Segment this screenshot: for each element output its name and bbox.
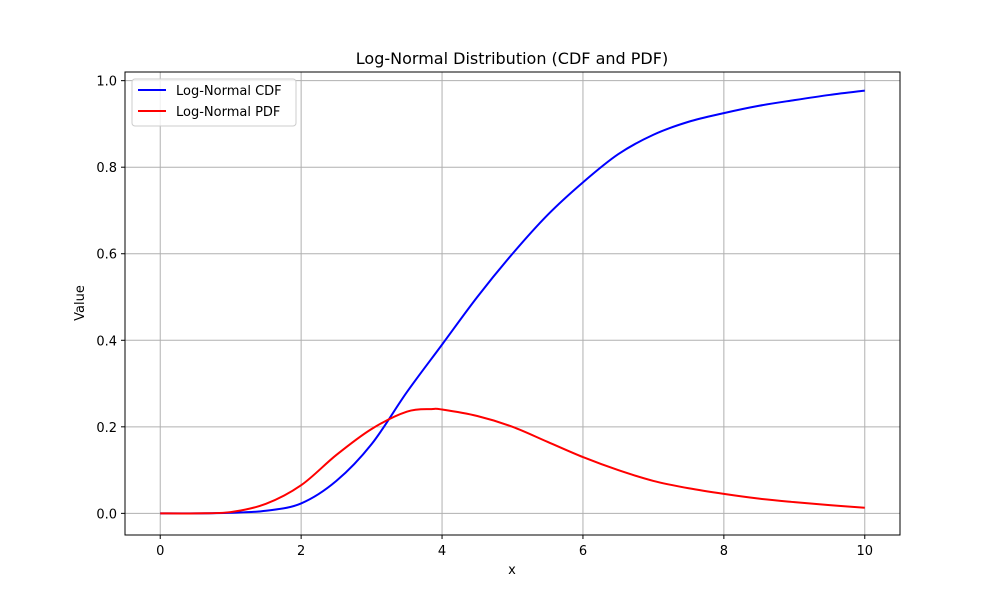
- series-line-pdf: [160, 407, 865, 515]
- y-tick-label: 0.4: [96, 334, 117, 349]
- y-tick-label: 0.2: [96, 421, 117, 436]
- legend: Log-Normal CDF Log-Normal PDF: [131, 78, 297, 127]
- x-axis-label: x: [508, 563, 516, 578]
- y-tick-label: 0.0: [96, 507, 117, 522]
- y-ticks: 0.0 0.2 0.4 0.6 0.8 1.0: [96, 75, 125, 522]
- legend-label-pdf: Log-Normal PDF: [176, 105, 280, 120]
- chart-title: Log-Normal Distribution (CDF and PDF): [356, 49, 668, 68]
- y-tick-label: 0.6: [96, 248, 117, 263]
- plot-frame: [124, 71, 901, 536]
- x-tick-label: 8: [720, 544, 728, 559]
- x-tick-label: 0: [156, 544, 164, 559]
- legend-label-cdf: Log-Normal CDF: [176, 84, 282, 99]
- y-tick-label: 1.0: [96, 75, 117, 90]
- x-ticks: 0 2 4 6 8 10: [156, 535, 873, 559]
- y-axis-label: Value: [73, 285, 88, 321]
- x-tick-label: 6: [579, 544, 587, 559]
- series-line-cdf: [160, 89, 865, 515]
- grid: [125, 72, 900, 535]
- x-tick-label: 4: [438, 544, 446, 559]
- x-tick-label: 10: [856, 544, 873, 559]
- y-tick-label: 0.8: [96, 161, 117, 176]
- legend-box: [131, 78, 297, 127]
- series-layer: [160, 89, 865, 515]
- x-tick-label: 2: [297, 544, 305, 559]
